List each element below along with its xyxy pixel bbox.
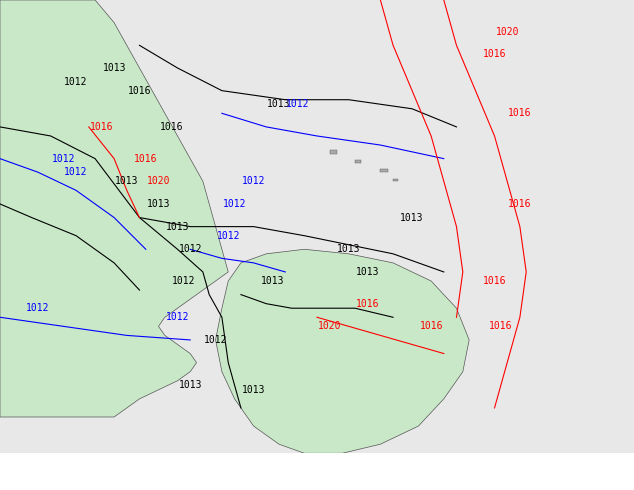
Text: ©weatheronline.co.uk: ©weatheronline.co.uk xyxy=(493,480,628,490)
Text: 1013: 1013 xyxy=(356,267,380,277)
Text: 1012: 1012 xyxy=(165,312,190,322)
Polygon shape xyxy=(0,0,228,417)
Text: 1016: 1016 xyxy=(419,321,443,331)
Text: 1016: 1016 xyxy=(159,122,183,132)
Polygon shape xyxy=(355,160,361,163)
Text: 1012: 1012 xyxy=(51,154,75,164)
Text: Surface pressure [hPa] ECMWF: Surface pressure [hPa] ECMWF xyxy=(6,460,216,473)
Text: 1013: 1013 xyxy=(267,99,291,109)
Text: 1012: 1012 xyxy=(223,199,247,209)
Text: 1013: 1013 xyxy=(261,276,285,286)
Text: 1016: 1016 xyxy=(134,154,158,164)
Text: 1012: 1012 xyxy=(64,167,88,177)
Text: 1013: 1013 xyxy=(115,176,139,186)
Text: 1020: 1020 xyxy=(146,176,171,186)
Text: 1012: 1012 xyxy=(26,303,50,313)
Text: 1012: 1012 xyxy=(172,276,196,286)
Text: 1013: 1013 xyxy=(178,380,202,390)
Text: 1012: 1012 xyxy=(216,231,240,241)
Text: Sa 08-06-2024 12:00 UTC (12+240): Sa 08-06-2024 12:00 UTC (12+240) xyxy=(387,460,628,473)
Text: 1012: 1012 xyxy=(64,76,88,87)
Text: 1012: 1012 xyxy=(178,245,202,254)
Text: 1013: 1013 xyxy=(102,63,126,73)
Polygon shape xyxy=(380,169,388,172)
Polygon shape xyxy=(393,179,398,181)
Text: 1013: 1013 xyxy=(146,199,171,209)
Text: 1016: 1016 xyxy=(89,122,113,132)
Text: 1016: 1016 xyxy=(482,49,507,59)
Text: 1013: 1013 xyxy=(165,221,190,232)
Polygon shape xyxy=(330,150,337,154)
Text: 1016: 1016 xyxy=(127,86,152,96)
Text: 1012: 1012 xyxy=(286,99,310,109)
Text: 1020: 1020 xyxy=(318,321,342,331)
Text: 1012: 1012 xyxy=(242,176,266,186)
Text: 1016: 1016 xyxy=(482,276,507,286)
Text: 1016: 1016 xyxy=(508,199,532,209)
Text: 1016: 1016 xyxy=(489,321,513,331)
Text: 1013: 1013 xyxy=(242,385,266,395)
Polygon shape xyxy=(216,249,469,453)
Text: 1016: 1016 xyxy=(356,299,380,309)
Text: 1016: 1016 xyxy=(508,108,532,118)
Text: 1013: 1013 xyxy=(337,245,361,254)
Text: 1013: 1013 xyxy=(400,213,424,222)
Text: 1012: 1012 xyxy=(204,335,228,345)
Text: 1020: 1020 xyxy=(495,27,519,37)
